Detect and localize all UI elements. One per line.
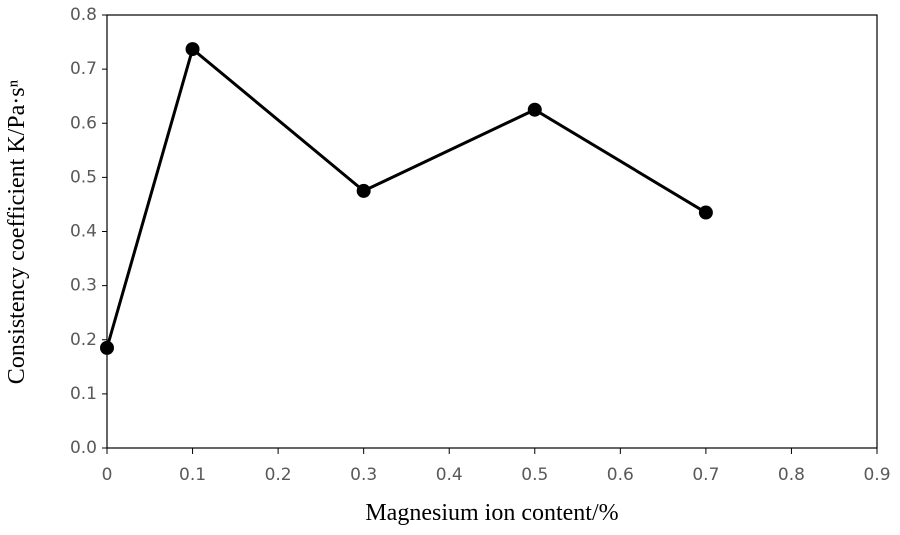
x-tick-label: 0.2: [265, 465, 292, 485]
x-tick-label: 0: [102, 465, 113, 485]
x-tick-label: 0.4: [436, 465, 463, 485]
point: [100, 340, 114, 355]
x-tick-label: 0.7: [692, 465, 719, 485]
point: [356, 183, 371, 198]
point: [698, 205, 713, 220]
x-tick-label: 0.3: [350, 465, 377, 485]
x-tick-label: 0.1: [179, 465, 206, 485]
x-axis-title: Magnesium ion content/%: [365, 500, 618, 526]
plot-frame: [106, 14, 878, 449]
y-axis-title: Consistency coefficient K/Pa·sⁿ: [4, 79, 30, 384]
line: [105, 46, 707, 349]
x-tick-label: 0.5: [521, 465, 548, 485]
point: [527, 102, 542, 117]
point: [185, 42, 200, 57]
y-tick-label: 0.4: [70, 222, 97, 242]
y-tick-label: 0.5: [70, 167, 97, 187]
y-tick-label: 0.7: [70, 59, 97, 79]
x-tick-label: 0.6: [607, 465, 634, 485]
y-tick-label: 0.1: [70, 384, 97, 404]
y-tick-label: 0.2: [70, 330, 97, 350]
y-tick-label: 0.8: [70, 5, 97, 25]
y-tick-label: 0.0: [70, 438, 97, 458]
y-tick-label: 0.3: [70, 276, 97, 296]
y-tick-label: 0.6: [70, 113, 97, 133]
x-tick-label: 0.9: [863, 465, 890, 485]
x-tick-label: 0.8: [778, 465, 805, 485]
